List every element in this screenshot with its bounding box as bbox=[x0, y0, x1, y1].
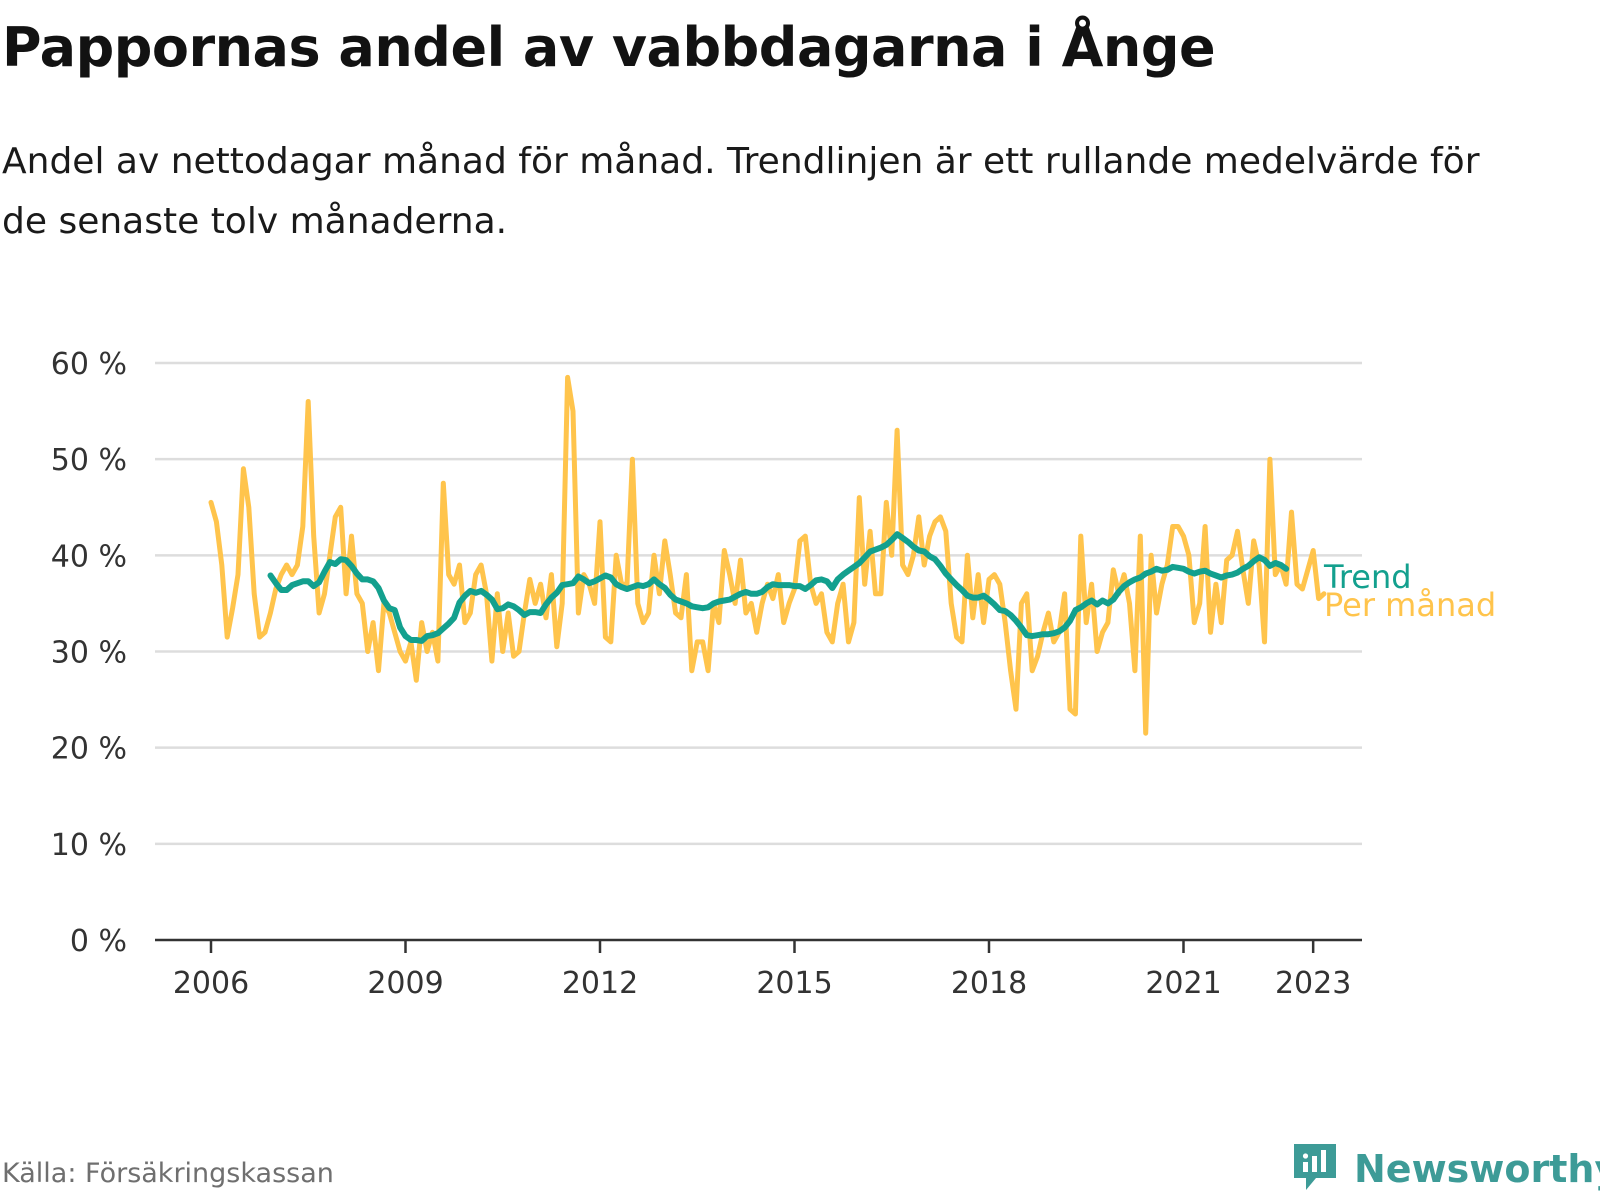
y-tick-label: 40 % bbox=[51, 539, 127, 574]
series-labels: Trend Per månad bbox=[1323, 558, 1496, 624]
chart-title: Pappornas andel av vabbdagarna i Ånge bbox=[2, 16, 1216, 79]
x-tick-label: 2023 bbox=[1275, 966, 1351, 1001]
brand-logo: Newsworthy bbox=[1290, 1140, 1600, 1198]
y-axis-tick-labels: 0 % 10 % 20 % 30 % 40 % 50 % 60 % bbox=[51, 347, 127, 959]
x-tick-label: 2015 bbox=[756, 966, 832, 1001]
x-tick-label: 2006 bbox=[173, 966, 249, 1001]
newsworthy-logo-icon bbox=[1290, 1140, 1340, 1198]
x-axis: 2006 2009 2012 2015 2018 2021 2023 bbox=[155, 938, 1362, 1001]
series-label-trend: Trend bbox=[1323, 558, 1412, 596]
brand-name: Newsworthy bbox=[1354, 1147, 1600, 1191]
y-tick-label: 60 % bbox=[51, 347, 127, 382]
grid-lines bbox=[155, 361, 1362, 846]
chart-subtitle: Andel av nettodagar månad för månad. Tre… bbox=[2, 141, 1480, 242]
y-tick-label: 30 % bbox=[51, 636, 127, 671]
y-tick-label: 50 % bbox=[51, 443, 127, 478]
series-label-per-manad: Per månad bbox=[1324, 586, 1496, 624]
source-note: Källa: Försäkringskassan bbox=[2, 1158, 334, 1189]
y-tick-label: 0 % bbox=[70, 924, 127, 959]
series-lines bbox=[208, 374, 1327, 736]
series-line-trend bbox=[267, 531, 1290, 644]
y-tick-label: 10 % bbox=[51, 828, 127, 863]
x-tick-label: 2018 bbox=[951, 966, 1027, 1001]
x-tick-label: 2021 bbox=[1145, 966, 1221, 1001]
y-tick-label: 20 % bbox=[51, 732, 127, 767]
x-tick-label: 2009 bbox=[367, 966, 443, 1001]
x-tick-label: 2012 bbox=[562, 966, 638, 1001]
